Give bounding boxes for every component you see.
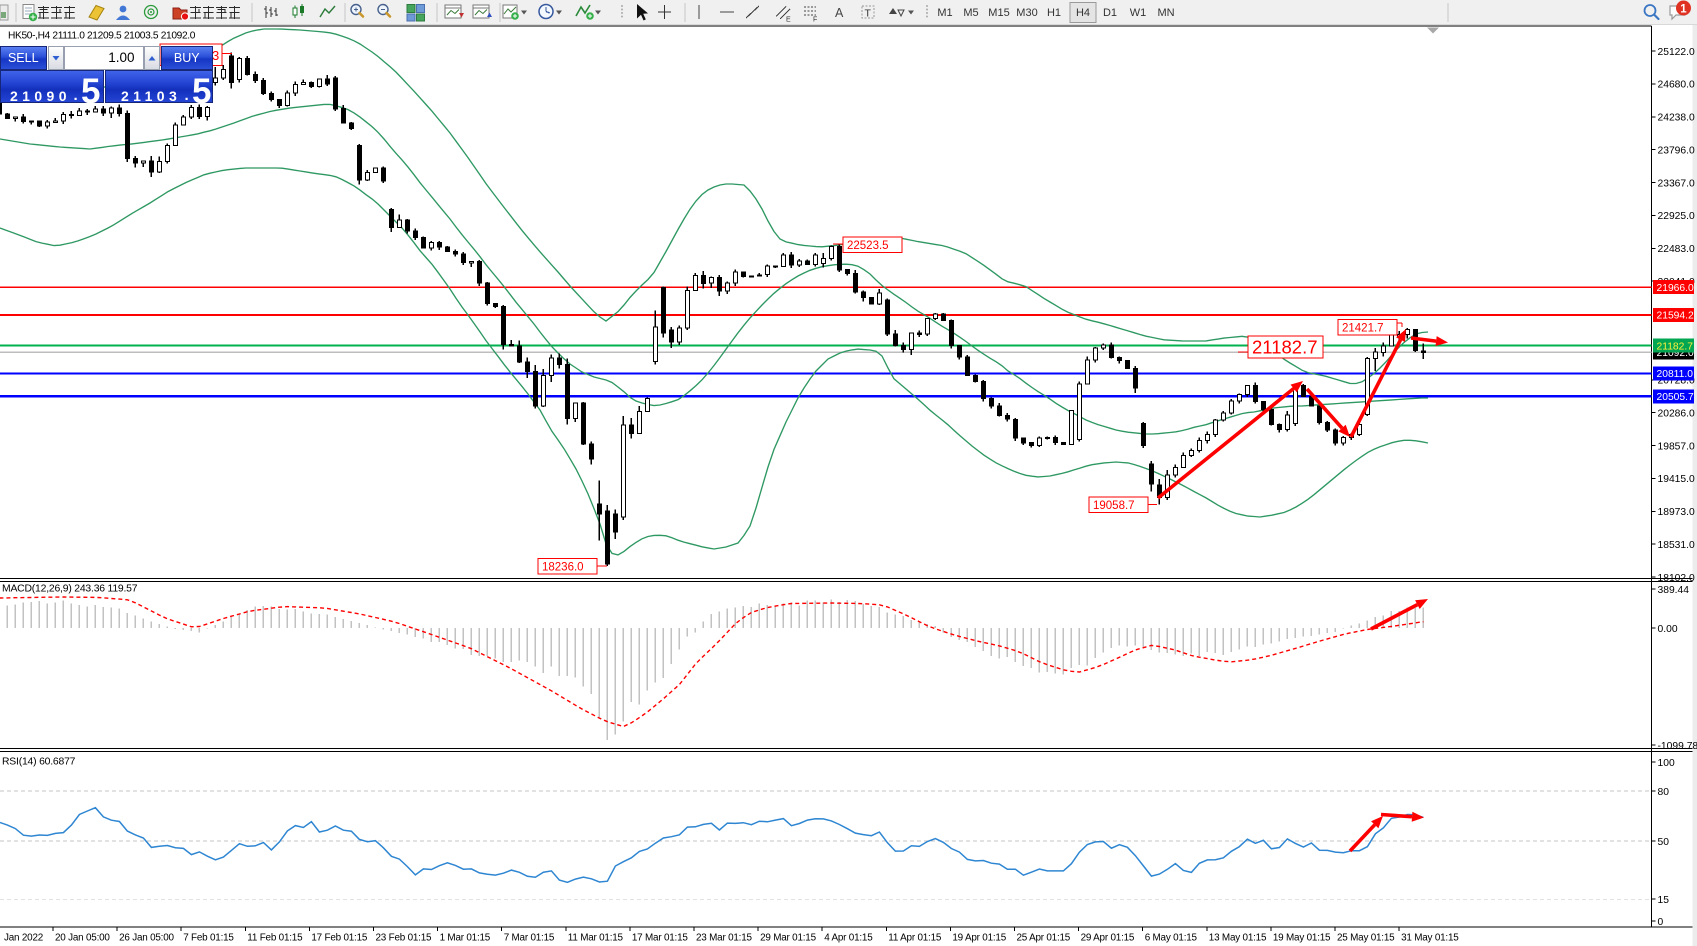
svg-text:21421.7: 21421.7 [1342,323,1384,335]
svg-text:21966.0: 21966.0 [1657,283,1694,294]
svg-text:24238.0: 24238.0 [1658,113,1695,124]
svg-text:11 Feb 01:15: 11 Feb 01:15 [247,933,303,944]
svg-text:80: 80 [1658,787,1670,798]
svg-text:22925.0: 22925.0 [1658,211,1695,222]
svg-text:25 Apr 01:15: 25 Apr 01:15 [1017,933,1071,944]
svg-text:3: 3 [212,48,219,63]
svg-text:Jan 2022: Jan 2022 [4,933,43,944]
svg-text:15: 15 [1658,895,1670,906]
svg-text:29 Apr 01:15: 29 Apr 01:15 [1081,933,1135,944]
svg-text:20728.0: 20728.0 [1658,376,1695,387]
svg-text:20505.7: 20505.7 [1657,392,1694,403]
svg-text:M15: M15 [988,7,1009,19]
svg-text:0: 0 [1658,917,1664,928]
svg-text:31 May 01:15: 31 May 01:15 [1401,933,1459,944]
svg-text:D1: D1 [1103,7,1117,19]
svg-text:23796.0: 23796.0 [1658,145,1695,156]
svg-text:11 Apr 01:15: 11 Apr 01:15 [888,933,942,944]
svg-text:T: T [865,8,872,20]
svg-text:20811.0: 20811.0 [1657,369,1694,380]
svg-text:MACD(12,26,9) 243.36 119.57: MACD(12,26,9) 243.36 119.57 [2,584,138,595]
svg-text:H1: H1 [1047,7,1061,19]
svg-text:18102.0: 18102.0 [1658,573,1695,584]
svg-text:19 Apr 01:15: 19 Apr 01:15 [952,933,1006,944]
svg-text:MN: MN [1157,7,1174,19]
svg-text:13 May 01:15: 13 May 01:15 [1209,933,1267,944]
svg-text:7 Feb 01:15: 7 Feb 01:15 [183,933,234,944]
svg-text:W1: W1 [1130,7,1147,19]
svg-text:25122.0: 25122.0 [1658,47,1695,58]
svg-text:23 Feb 01:15: 23 Feb 01:15 [376,933,433,944]
svg-text:22483.0: 22483.0 [1658,244,1695,255]
svg-text:4 Apr 01:15: 4 Apr 01:15 [824,933,873,944]
svg-text:H4: H4 [1076,7,1090,19]
svg-text:M1: M1 [937,7,952,19]
svg-text:19058.7: 19058.7 [1093,500,1135,512]
svg-text:E: E [786,17,791,24]
svg-text:19857.0: 19857.0 [1658,441,1695,452]
svg-text:1 Mar 01:15: 1 Mar 01:15 [440,933,491,944]
svg-text:20 Jan 05:00: 20 Jan 05:00 [55,933,110,944]
svg-text:1: 1 [1680,4,1687,16]
svg-text:24680.0: 24680.0 [1658,80,1695,91]
svg-text:23 Mar 01:15: 23 Mar 01:15 [696,933,752,944]
svg-text:M5: M5 [963,7,978,19]
svg-text:21092.0: 21092.0 [1657,348,1694,359]
svg-text:20286.0: 20286.0 [1658,408,1695,419]
svg-text:18236.0: 18236.0 [542,562,584,574]
svg-text:19415.0: 19415.0 [1658,474,1695,485]
svg-text:26 Jan 05:00: 26 Jan 05:00 [119,933,174,944]
svg-text:21182.7: 21182.7 [1657,341,1694,352]
svg-text:21182.7: 21182.7 [1252,337,1318,358]
svg-text:23367.0: 23367.0 [1658,178,1695,189]
svg-text:0.00: 0.00 [1658,624,1678,635]
svg-text:389.44: 389.44 [1658,585,1690,596]
svg-text:11 Mar 01:15: 11 Mar 01:15 [568,933,624,944]
svg-text:F: F [813,17,817,24]
svg-text:17 Mar 01:15: 17 Mar 01:15 [632,933,688,944]
svg-text:100: 100 [1658,758,1675,769]
svg-text:M30: M30 [1016,7,1037,19]
svg-text:-1099.78: -1099.78 [1658,741,1697,752]
svg-text:25 May 01:15: 25 May 01:15 [1337,933,1395,944]
svg-text:50: 50 [1658,837,1670,848]
svg-text:HK50-,H4 21111.0 21209.5 2100: HK50-,H4 21111.0 21209.5 21003.5 21092.0 [8,31,196,42]
svg-text:29 Mar 01:15: 29 Mar 01:15 [760,933,816,944]
svg-text:17 Feb 01:15: 17 Feb 01:15 [311,933,368,944]
svg-text:22523.5: 22523.5 [847,240,889,252]
svg-text:RSI(14) 60.6877: RSI(14) 60.6877 [2,757,76,768]
svg-text:7 Mar 01:15: 7 Mar 01:15 [504,933,555,944]
svg-text:18531.0: 18531.0 [1658,540,1695,551]
svg-text:19 May 01:15: 19 May 01:15 [1273,933,1331,944]
svg-text:A: A [835,6,844,20]
svg-text:21594.2: 21594.2 [1657,311,1694,322]
svg-text:6 May 01:15: 6 May 01:15 [1145,933,1198,944]
svg-text:18973.0: 18973.0 [1658,507,1695,518]
